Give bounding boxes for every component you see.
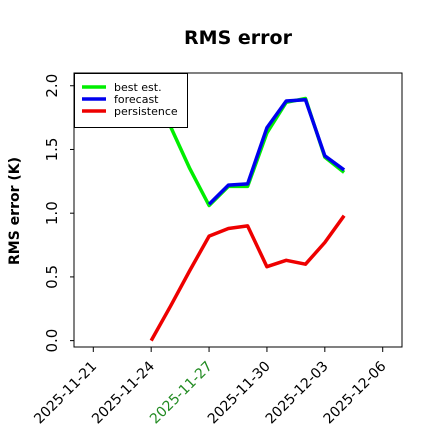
legend-label: best est. — [114, 81, 162, 94]
y-tick-label: 1.5 — [43, 138, 61, 162]
y-tick-label: 0.0 — [43, 329, 61, 353]
series-line-persistence — [149, 214, 346, 342]
chart-title: RMS error — [184, 27, 293, 49]
series-line-forecast — [207, 98, 346, 206]
plot-area: 0.00.51.01.52.02025-11-212025-11-242025-… — [31, 72, 403, 427]
y-tick-label: 0.5 — [43, 265, 61, 289]
axes-frame — [73, 72, 403, 348]
legend-label: forecast — [114, 93, 159, 106]
y-tick-label: 1.0 — [43, 201, 61, 225]
legend-label: persistence — [114, 105, 178, 118]
y-axis-label: RMS error (K) — [7, 157, 23, 265]
x-tick-label: 2025-12-06 — [321, 358, 390, 427]
y-tick-label: 2.0 — [43, 74, 61, 98]
